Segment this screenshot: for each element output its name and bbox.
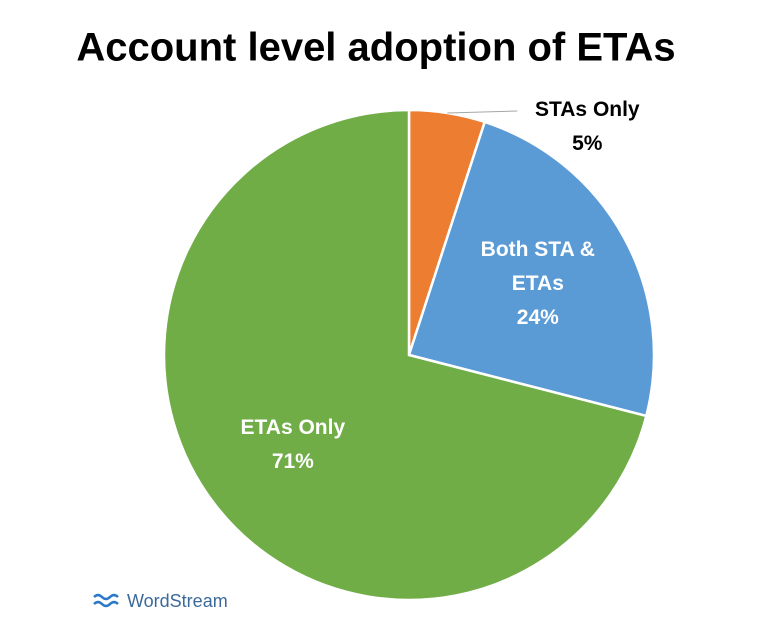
category-label: Both STA & ETAs xyxy=(480,238,595,296)
watermark-logo xyxy=(93,593,119,608)
leader-line xyxy=(447,110,518,114)
pie-slice xyxy=(162,108,648,602)
category-label: STAs Only xyxy=(534,98,640,122)
data-label: Both STA & ETAs 24% xyxy=(463,233,613,335)
pie-slice xyxy=(407,120,656,418)
chart-title: Account level adoption of ETAs xyxy=(76,26,675,70)
value-label: 5% xyxy=(572,132,603,156)
category-label: ETAs Only xyxy=(240,416,346,440)
value-label: 71% xyxy=(271,450,314,474)
data-label: STAs Only 5% xyxy=(512,93,662,161)
data-label: ETAs Only 71% xyxy=(218,411,368,479)
watermark: WordStream xyxy=(127,591,228,611)
value-label: 24% xyxy=(516,306,559,330)
